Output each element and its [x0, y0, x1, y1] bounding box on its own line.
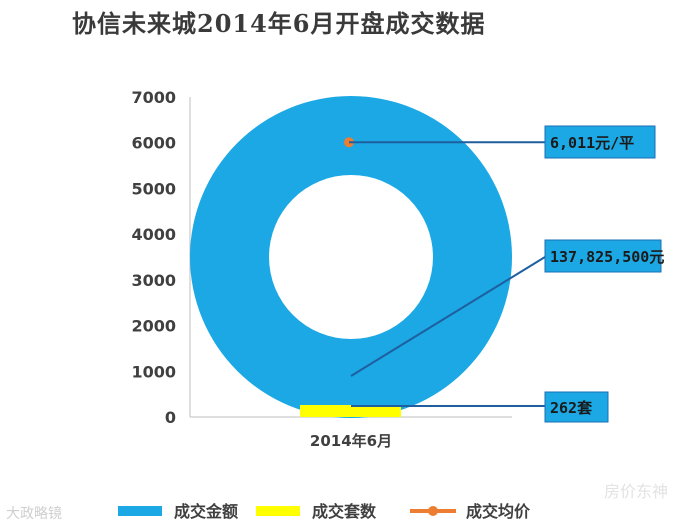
y-tick-label: 3000: [131, 271, 176, 290]
chart-title: 协信未来城2014年6月开盘成交数据: [72, 9, 486, 38]
y-tick-label: 7000: [131, 88, 176, 107]
callout-price-label: 6,011元/平: [550, 134, 634, 152]
watermark-right: 房价东神: [604, 482, 669, 501]
legend-label: 成交均价: [466, 502, 531, 521]
bar-sets: [300, 405, 401, 417]
legend-label: 成交金额: [174, 502, 238, 521]
legend-swatch: [118, 506, 162, 516]
y-tick-label: 2000: [131, 317, 176, 336]
callout-amount-box: [544, 239, 662, 273]
watermark-left: 大政略镜: [6, 506, 62, 522]
callout-amount-leader: [350, 256, 546, 377]
callout-sets-label: 262套: [550, 399, 593, 417]
callout-amount-label: 137,825,500元: [550, 248, 664, 266]
callout-price-box: [544, 125, 656, 159]
y-tick-label: 0: [165, 408, 176, 427]
legend-swatch-dot: [428, 506, 438, 516]
y-tick-label: 5000: [131, 179, 176, 198]
legend-swatch: [256, 506, 300, 516]
x-tick-label: 2014年6月: [310, 432, 392, 450]
donut-ring-amount: [190, 96, 512, 418]
y-tick-label: 4000: [131, 225, 176, 244]
legend-label: 成交套数: [312, 502, 377, 521]
y-tick-label: 6000: [131, 134, 176, 153]
callout-sets-box: [544, 391, 609, 423]
y-tick-label: 1000: [131, 362, 176, 381]
